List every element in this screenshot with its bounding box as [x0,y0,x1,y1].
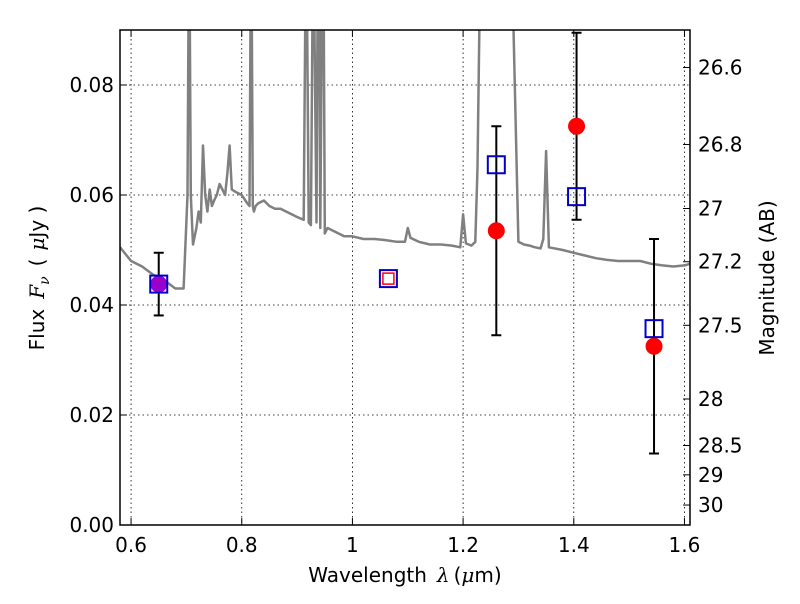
plot-frame [119,29,691,526]
x-tick-label: 1.6 [669,533,701,557]
model-flux-square [378,269,398,289]
model-flux-square [567,187,587,207]
y-ticks: 0.00 0.02 0.04 0.06 0.08 [69,73,127,537]
model-spectrum-line [120,30,690,290]
magnitude-tick-label: 26.6 [698,56,743,80]
x-tick-label: 1 [346,533,359,557]
y-tick-label: 0.06 [69,183,114,207]
magnitude-tick-label: 30 [698,493,723,517]
observed-flux-point [487,222,505,240]
magnitude-tick-label: 27.2 [698,250,743,274]
y-tick-label: 0.04 [69,293,114,317]
magnitude-tick-label: 28.5 [698,433,743,457]
magnitude-tick-label: 27.5 [698,313,743,337]
model-flux-square [149,274,169,294]
x-tick-label: 0.8 [226,533,258,557]
x-ticks: 0.6 0.8 1 1.2 1.4 1.6 [115,30,700,557]
x-tick-label: 0.6 [115,533,147,557]
magnitude-tick-label: 29 [698,463,723,487]
magnitude-ticks: 26.6 26.8 27 27.2 27.5 28 28.5 29 30 [683,56,743,517]
y-tick-label: 0.02 [69,403,114,427]
model-spectrum-layer [120,30,690,290]
y2-axis-label: Magnitude (AB) [755,200,779,355]
magnitude-tick-label: 28 [698,387,723,411]
data-points-layer [149,31,664,455]
magnitude-tick-label: 26.8 [698,132,743,156]
observed-flux-point [645,337,663,355]
y-axis-label: FluxFν(μJy ) [25,206,53,351]
x-tick-label: 1.4 [558,533,590,557]
model-flux-square [644,319,664,339]
plot-area [120,30,690,525]
x-axis-label: Wavelength λ (μm) [308,563,501,587]
y-tick-label: 0.00 [69,513,114,537]
x-tick-label: 1.2 [447,533,479,557]
observed-flux-point [150,275,168,293]
model-flux-square [486,155,506,175]
upper-limit-square [382,272,395,285]
observed-flux-point [568,117,586,135]
y-tick-label: 0.08 [69,73,114,97]
magnitude-tick-label: 27 [698,196,723,220]
